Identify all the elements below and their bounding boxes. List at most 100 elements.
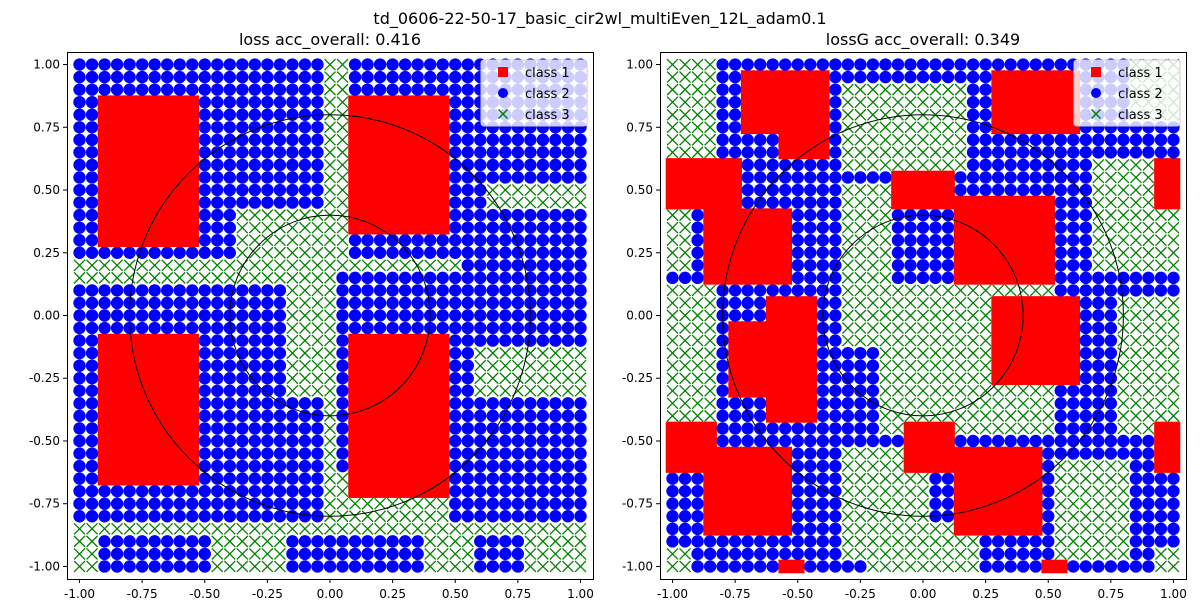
- point-class-2: [461, 409, 474, 423]
- point-class-2: [474, 560, 487, 573]
- point-class-3: [891, 322, 904, 335]
- point-class-3: [666, 384, 679, 397]
- x-tick-label: 0.25: [972, 587, 999, 600]
- point-class-2: [474, 547, 487, 561]
- point-class-2: [1079, 158, 1093, 172]
- point-class-3: [1092, 158, 1105, 171]
- point-class-1: [423, 346, 437, 360]
- point-class-3: [361, 259, 374, 272]
- point-class-2: [423, 296, 437, 310]
- point-class-3: [879, 522, 892, 535]
- point-class-3: [866, 284, 879, 297]
- point-class-1: [172, 358, 187, 373]
- point-class-3: [954, 560, 967, 573]
- point-class-2: [979, 560, 992, 573]
- point-class-1: [435, 333, 450, 348]
- point-class-2: [248, 346, 262, 360]
- point-class-1: [715, 183, 730, 197]
- point-class-3: [942, 384, 955, 397]
- point-class-2: [286, 158, 299, 172]
- point-class-3: [524, 359, 537, 372]
- point-class-1: [753, 358, 767, 373]
- point-class-1: [147, 107, 162, 122]
- point-class-2: [829, 547, 842, 561]
- point-class-2: [716, 284, 729, 297]
- point-class-3: [561, 560, 574, 573]
- point-class-2: [160, 547, 174, 561]
- point-class-3: [679, 309, 692, 322]
- point-class-3: [1142, 334, 1155, 347]
- point-class-3: [704, 71, 717, 84]
- point-class-3: [891, 510, 904, 523]
- point-class-2: [929, 234, 942, 247]
- point-class-2: [741, 158, 754, 172]
- point-class-2: [791, 459, 804, 473]
- point-class-1: [172, 183, 187, 197]
- point-class-2: [449, 309, 462, 322]
- point-class-2: [804, 547, 817, 561]
- point-class-1: [790, 70, 805, 84]
- point-class-2: [110, 58, 124, 71]
- point-class-3: [1054, 460, 1067, 473]
- point-class-1: [678, 434, 692, 448]
- point-class-3: [891, 447, 904, 460]
- point-class-3: [524, 547, 537, 560]
- point-class-1: [678, 459, 692, 473]
- point-class-1: [147, 471, 162, 486]
- point-class-2: [804, 259, 817, 272]
- point-class-2: [728, 547, 742, 561]
- point-class-3: [1129, 422, 1142, 435]
- point-class-2: [816, 296, 830, 310]
- point-class-2: [1042, 447, 1055, 460]
- point-class-3: [854, 485, 867, 498]
- point-class-1: [135, 358, 149, 373]
- point-class-3: [248, 234, 261, 247]
- point-class-2: [186, 70, 199, 84]
- point-class-3: [1092, 171, 1105, 184]
- point-class-2: [511, 434, 525, 448]
- point-class-2: [348, 271, 362, 285]
- point-class-3: [1117, 422, 1130, 435]
- point-class-2: [198, 234, 211, 247]
- point-class-3: [1092, 535, 1105, 548]
- point-class-2: [728, 422, 742, 435]
- point-class-2: [574, 259, 587, 272]
- point-class-2: [198, 296, 211, 310]
- point-class-2: [449, 171, 462, 184]
- point-class-3: [211, 560, 224, 573]
- point-class-2: [198, 484, 211, 498]
- point-class-2: [804, 284, 817, 297]
- point-class-1: [135, 170, 149, 185]
- point-class-1: [435, 170, 450, 185]
- point-class-3: [286, 384, 299, 397]
- point-class-2: [198, 146, 211, 159]
- point-class-2: [361, 321, 374, 335]
- point-class-1: [1003, 233, 1018, 248]
- point-class-2: [816, 384, 830, 397]
- point-class-1: [690, 170, 705, 185]
- point-class-3: [954, 347, 967, 360]
- point-class-3: [1167, 246, 1180, 259]
- point-class-3: [679, 71, 692, 84]
- point-class-2: [261, 472, 274, 485]
- point-class-2: [373, 83, 387, 96]
- point-class-2: [73, 309, 86, 322]
- point-class-2: [829, 522, 842, 536]
- point-class-2: [691, 535, 704, 548]
- point-class-1: [1053, 321, 1068, 335]
- point-class-2: [1029, 434, 1042, 448]
- point-class-2: [223, 359, 237, 372]
- point-class-2: [298, 158, 312, 172]
- point-class-3: [324, 397, 336, 410]
- point-class-2: [449, 321, 462, 335]
- point-class-2: [423, 271, 437, 285]
- point-class-2: [423, 321, 437, 335]
- point-class-2: [273, 459, 287, 473]
- point-class-2: [966, 434, 980, 448]
- point-class-1: [348, 170, 362, 185]
- point-class-2: [829, 384, 842, 397]
- point-class-2: [160, 309, 174, 322]
- point-class-3: [666, 322, 679, 335]
- point-class-3: [879, 460, 892, 473]
- point-class-3: [917, 334, 929, 347]
